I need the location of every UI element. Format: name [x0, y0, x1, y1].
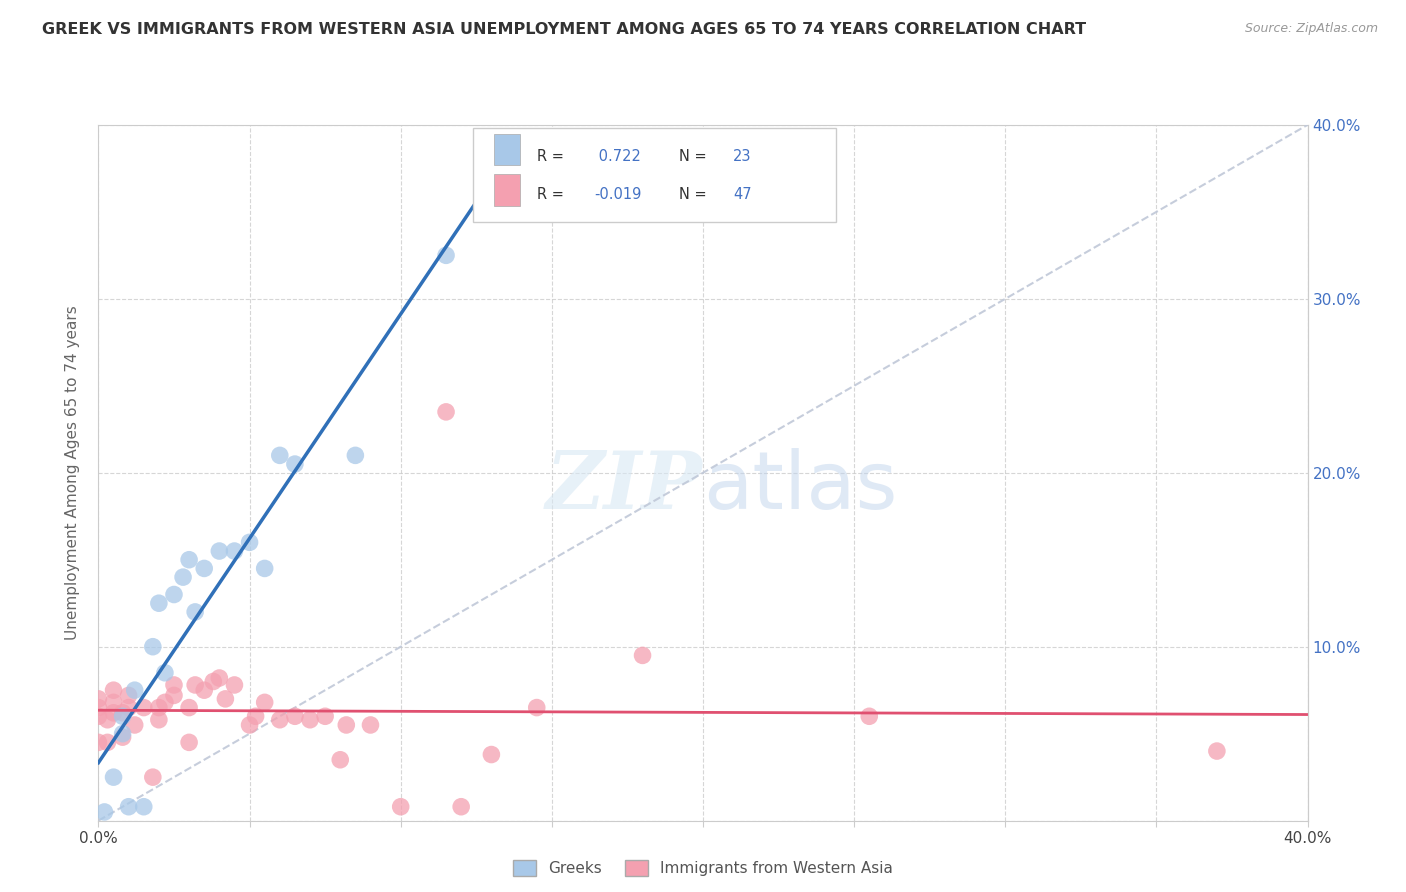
Point — [284, 709, 307, 723]
Text: R =: R = — [537, 149, 569, 164]
Point — [214, 692, 236, 706]
Point — [148, 713, 170, 727]
Text: N =: N = — [679, 187, 711, 202]
Point — [87, 709, 110, 723]
Text: N =: N = — [679, 149, 711, 164]
Point — [96, 713, 118, 727]
Point — [172, 570, 194, 584]
Point — [245, 709, 267, 723]
Text: R =: R = — [537, 187, 569, 202]
FancyBboxPatch shape — [494, 175, 520, 206]
Text: 0.722: 0.722 — [595, 149, 641, 164]
Point — [111, 706, 134, 720]
Point — [224, 678, 246, 692]
Point — [111, 709, 134, 723]
Point — [360, 718, 382, 732]
Point — [184, 678, 207, 692]
Text: ZIP: ZIP — [546, 448, 703, 525]
Point — [858, 709, 880, 723]
Point — [111, 730, 134, 744]
Point — [118, 689, 141, 703]
Point — [631, 648, 654, 663]
Point — [118, 799, 141, 814]
Point — [193, 683, 215, 698]
Point — [132, 700, 155, 714]
Point — [224, 544, 246, 558]
Point — [87, 735, 110, 749]
Point — [87, 692, 110, 706]
Point — [148, 596, 170, 610]
Text: GREEK VS IMMIGRANTS FROM WESTERN ASIA UNEMPLOYMENT AMONG AGES 65 TO 74 YEARS COR: GREEK VS IMMIGRANTS FROM WESTERN ASIA UN… — [42, 22, 1087, 37]
Point — [434, 248, 457, 262]
Point — [434, 405, 457, 419]
Point — [1206, 744, 1229, 758]
Point — [124, 718, 146, 732]
Point — [202, 674, 225, 689]
Text: 23: 23 — [734, 149, 752, 164]
Point — [344, 448, 367, 462]
Point — [87, 700, 110, 714]
Point — [239, 535, 262, 549]
Point — [103, 706, 125, 720]
Point — [239, 718, 262, 732]
Point — [103, 695, 125, 709]
Point — [103, 683, 125, 698]
Text: atlas: atlas — [703, 448, 897, 525]
Point — [103, 770, 125, 784]
Text: 47: 47 — [734, 187, 752, 202]
Point — [284, 457, 307, 471]
Point — [96, 735, 118, 749]
Point — [153, 665, 176, 680]
Point — [208, 544, 231, 558]
Point — [208, 671, 231, 685]
Point — [93, 805, 115, 819]
Point — [124, 683, 146, 698]
Point — [179, 552, 201, 567]
Point — [269, 448, 291, 462]
Point — [184, 605, 207, 619]
Point — [299, 713, 322, 727]
Point — [118, 700, 141, 714]
Point — [526, 700, 548, 714]
Text: Source: ZipAtlas.com: Source: ZipAtlas.com — [1244, 22, 1378, 36]
Point — [253, 561, 276, 575]
Point — [389, 799, 412, 814]
Point — [179, 735, 201, 749]
Y-axis label: Unemployment Among Ages 65 to 74 years: Unemployment Among Ages 65 to 74 years — [65, 305, 80, 640]
Point — [314, 709, 336, 723]
Point — [335, 718, 357, 732]
Point — [329, 753, 352, 767]
Point — [481, 747, 503, 762]
Point — [179, 700, 201, 714]
Point — [142, 640, 165, 654]
Point — [142, 770, 165, 784]
Point — [163, 587, 186, 601]
FancyBboxPatch shape — [494, 134, 520, 165]
Point — [148, 700, 170, 714]
Text: -0.019: -0.019 — [595, 187, 641, 202]
Point — [253, 695, 276, 709]
Point — [163, 689, 186, 703]
Point — [193, 561, 215, 575]
Point — [153, 695, 176, 709]
Point — [132, 799, 155, 814]
Legend: Greeks, Immigrants from Western Asia: Greeks, Immigrants from Western Asia — [508, 855, 898, 882]
Point — [163, 678, 186, 692]
Point — [269, 713, 291, 727]
FancyBboxPatch shape — [474, 128, 837, 222]
Point — [111, 726, 134, 740]
Point — [450, 799, 472, 814]
